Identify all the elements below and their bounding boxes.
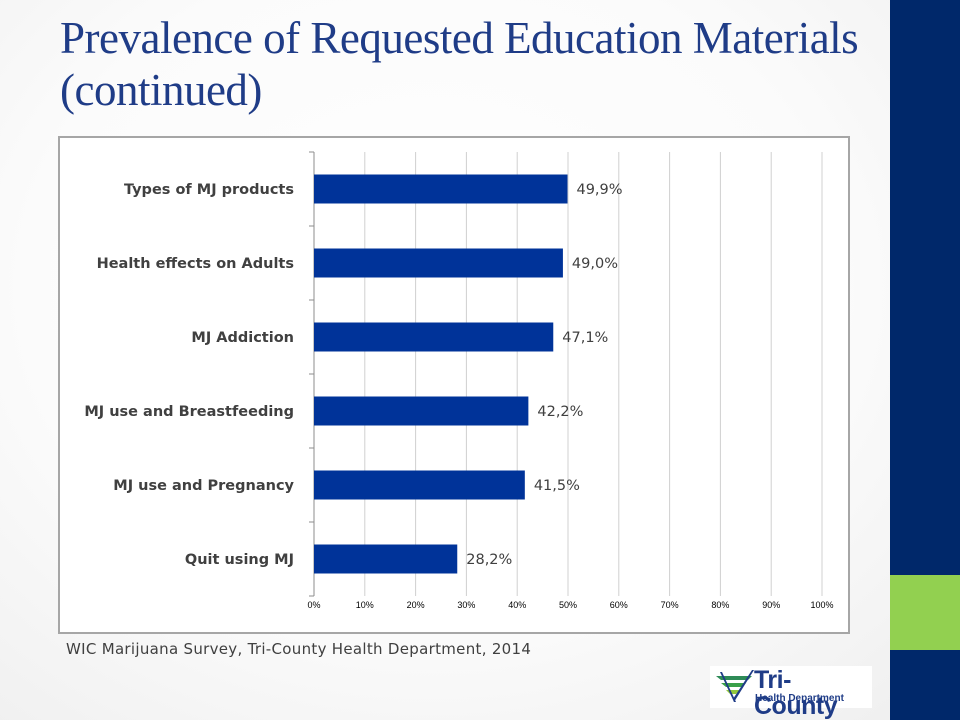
- x-tick-label: 0%: [307, 600, 320, 610]
- data-label: 49,9%: [576, 182, 622, 198]
- chart-frame: 0% 10% 20% 30% 40% 50% 60% 70% 80% 90% 100% Types o…: [58, 136, 850, 634]
- logo-mark-icon: [716, 670, 754, 702]
- logo-name: Tri-County: [754, 666, 838, 720]
- x-tick-label: 100%: [810, 600, 833, 610]
- x-tick-label: 50%: [559, 600, 577, 610]
- data-label: 49,0%: [572, 256, 618, 272]
- right-accent: [890, 575, 960, 650]
- data-label: 47,1%: [562, 330, 608, 346]
- data-label: 42,2%: [537, 404, 583, 420]
- x-tick-label: 40%: [508, 600, 526, 610]
- bar-chart: 0% 10% 20% 30% 40% 50% 60% 70% 80% 90% 100% Types o…: [84, 151, 834, 610]
- bar: [314, 248, 563, 278]
- x-tick-label: 20%: [407, 600, 425, 610]
- x-tick-label: 90%: [762, 600, 780, 610]
- x-tick-label: 60%: [610, 600, 628, 610]
- slide-title: Prevalence of Requested Education Materi…: [60, 13, 859, 115]
- category-label: MJ Addiction: [191, 330, 294, 346]
- bar: [314, 470, 525, 500]
- bar: [314, 396, 529, 426]
- category-label: Types of MJ products: [124, 182, 294, 198]
- data-label: 41,5%: [534, 478, 580, 494]
- category-label: MJ use and Pregnancy: [113, 478, 294, 494]
- category-label: Quit using MJ: [185, 552, 294, 568]
- bar: [314, 174, 568, 204]
- x-tick-label: 10%: [356, 600, 374, 610]
- source-note: WIC Marijuana Survey, Tri-County Health …: [66, 640, 532, 658]
- logo-subtitle: Health Department: [755, 693, 844, 704]
- x-tick-label: 70%: [661, 600, 679, 610]
- bar: [314, 322, 554, 352]
- data-label: 28,2%: [466, 552, 512, 568]
- category-label: MJ use and Breastfeeding: [84, 404, 294, 420]
- category-label: Health effects on Adults: [97, 256, 294, 272]
- tri-county-logo: Tri-County Health Department: [710, 666, 872, 719]
- x-tick-label: 80%: [711, 600, 729, 610]
- x-tick-label: 30%: [457, 600, 475, 610]
- bar: [314, 544, 458, 574]
